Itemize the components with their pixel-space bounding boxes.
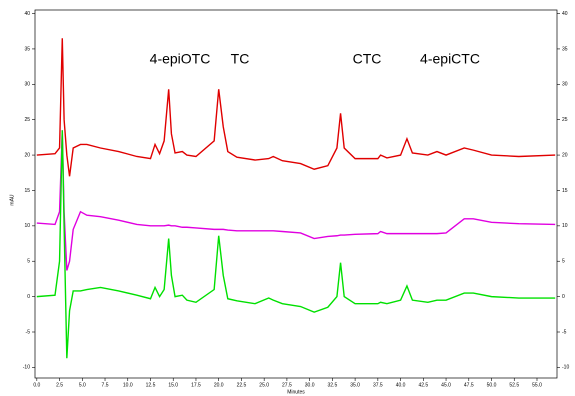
peak-annotation: 4-epiCTC xyxy=(420,51,480,67)
y2-tick-label: 40 xyxy=(562,11,568,17)
x-tick-label: 37.5 xyxy=(373,382,383,388)
x-tick-label: 17.5 xyxy=(191,382,201,388)
x-tick-label: 15.0 xyxy=(168,382,178,388)
y2-tick-label: 5 xyxy=(562,259,565,265)
peak-annotation: 4-epiOTC xyxy=(150,51,211,67)
peak-annotation: CTC xyxy=(353,51,382,67)
x-tick-label: 22.5 xyxy=(237,382,247,388)
x-tick-label: 2.5 xyxy=(56,382,63,388)
x-tick-label: 30.0 xyxy=(305,382,315,388)
x-tick-label: 52.5 xyxy=(509,382,519,388)
x-tick-label: 0.0 xyxy=(33,382,40,388)
plot-frame xyxy=(34,9,558,379)
peak-annotation: TC xyxy=(231,51,250,67)
y-tick-label: 35 xyxy=(24,46,30,52)
y2-tick-label: 25 xyxy=(562,117,568,123)
x-tick-label: 10.0 xyxy=(123,382,133,388)
x-tick-label: 47.5 xyxy=(464,382,474,388)
x-tick-label: 25.0 xyxy=(259,382,269,388)
y-tick-label: 5 xyxy=(27,259,30,265)
x-tick-label: 27.5 xyxy=(282,382,292,388)
x-tick-label: 12.5 xyxy=(146,382,156,388)
x-tick-label: 35.0 xyxy=(350,382,360,388)
x-tick-label: 20.0 xyxy=(214,382,224,388)
series-line xyxy=(36,130,556,359)
x-tick-label: 32.5 xyxy=(328,382,338,388)
x-axis-label: Minutes xyxy=(287,389,305,395)
y-tick-label: 30 xyxy=(24,82,30,88)
y2-tick-label: 10 xyxy=(562,223,568,229)
y2-tick-label: 15 xyxy=(562,188,568,194)
y2-tick-label: -10 xyxy=(562,365,569,371)
y-tick-label: 25 xyxy=(24,117,30,123)
x-tick-label: 40.0 xyxy=(396,382,406,388)
y-tick-label: 15 xyxy=(24,188,30,194)
y-tick-label: -10 xyxy=(23,365,30,371)
x-tick-label: 7.5 xyxy=(102,382,109,388)
y-axis-label: mAU xyxy=(9,194,15,206)
y-tick-label: 20 xyxy=(24,152,30,158)
y-tick-label: 40 xyxy=(24,11,30,17)
y-tick-label: 0 xyxy=(27,294,30,300)
y2-tick-label: -5 xyxy=(562,329,567,335)
y2-tick-label: 20 xyxy=(562,152,568,158)
x-tick-label: 42.5 xyxy=(418,382,428,388)
x-tick-label: 55.0 xyxy=(532,382,542,388)
x-tick-label: 45.0 xyxy=(441,382,451,388)
y2-tick-label: 0 xyxy=(562,294,565,300)
series-line xyxy=(36,130,556,271)
y2-tick-label: 35 xyxy=(562,46,568,52)
series-line xyxy=(36,38,556,177)
y2-tick-label: 30 xyxy=(562,82,568,88)
x-tick-label: 5.0 xyxy=(79,382,86,388)
y-tick-label: 10 xyxy=(24,223,30,229)
x-tick-label: 50.0 xyxy=(487,382,497,388)
y-tick-label: -5 xyxy=(26,329,31,335)
